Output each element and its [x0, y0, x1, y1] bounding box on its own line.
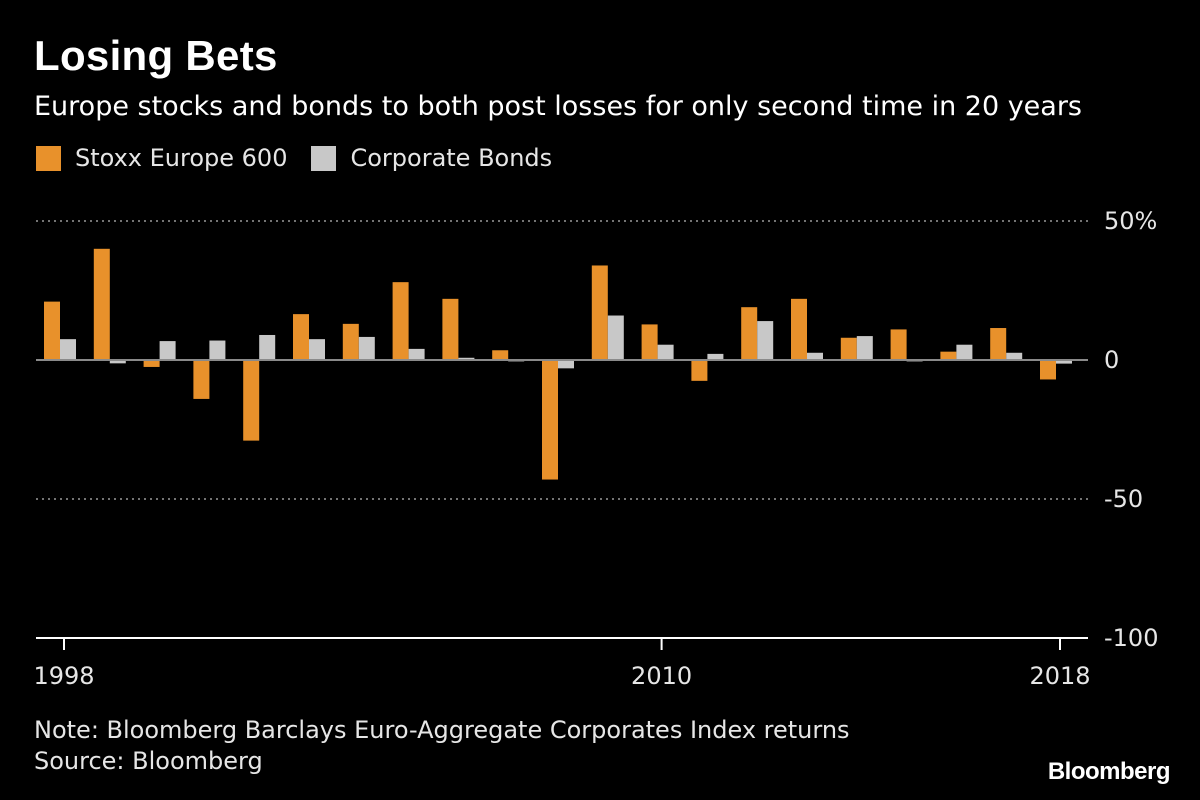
legend-item-stoxx[interactable]: Stoxx Europe 600 — [36, 144, 287, 172]
bar-stoxx — [44, 301, 60, 360]
bar-bonds — [209, 340, 226, 360]
bar-stoxx — [940, 351, 957, 360]
bar-bonds — [956, 344, 973, 360]
bar-stoxx — [691, 360, 708, 381]
bar-bonds — [458, 357, 475, 360]
y-tick-label: 50% — [1104, 207, 1157, 235]
bar-bonds — [60, 339, 76, 360]
y-tick-label: -50 — [1104, 485, 1143, 513]
bloomberg-logo: Bloomberg — [1047, 758, 1171, 785]
chart-subtitle: Europe stocks and bonds to both post los… — [34, 91, 1083, 122]
bar-stoxx — [492, 350, 509, 360]
legend-item-bonds[interactable]: Corporate Bonds — [311, 144, 552, 172]
legend-swatch-bonds — [311, 145, 337, 171]
bar-stoxx — [840, 337, 857, 360]
bar-stoxx — [1040, 360, 1056, 380]
bar-bonds — [109, 360, 126, 364]
bar-stoxx — [293, 314, 309, 360]
bar-stoxx — [143, 360, 160, 367]
bar-stoxx — [442, 298, 459, 360]
chart-notes: Note: Bloomberg Barclays Euro-Aggregate … — [34, 715, 850, 777]
bar-bonds — [309, 339, 325, 360]
chart-title: Losing Bets — [34, 32, 278, 79]
bar-bonds — [707, 353, 724, 360]
bar-bonds — [558, 360, 574, 369]
x-tick-label: 2010 — [631, 662, 692, 690]
bar-stoxx — [591, 265, 608, 360]
legend-swatch-stoxx — [36, 145, 61, 171]
bar-bonds — [259, 334, 276, 360]
bar-bonds — [856, 336, 873, 360]
y-tick-label: 0 — [1104, 346, 1119, 374]
bar-stoxx — [741, 307, 758, 360]
bar-bonds — [358, 336, 375, 360]
legend-label-stoxx: Stoxx Europe 600 — [75, 144, 288, 172]
bar-bonds — [1056, 360, 1072, 364]
bar-stoxx — [542, 360, 558, 480]
bar-bonds — [657, 344, 674, 360]
legend-label-bonds: Corporate Bonds — [350, 144, 553, 172]
bar-bonds — [807, 352, 823, 360]
bar-stoxx — [791, 298, 807, 360]
bar-stoxx — [990, 328, 1007, 360]
y-tick-label: -100 — [1104, 624, 1158, 652]
bar-stoxx — [641, 324, 658, 360]
bar-stoxx — [93, 248, 110, 360]
note-text: Note: Bloomberg Barclays Euro-Aggregate … — [34, 716, 850, 744]
x-tick-label: 2018 — [1029, 662, 1090, 690]
bar-stoxx — [243, 360, 260, 441]
bar-stoxx — [193, 360, 210, 399]
x-tick-label: 1998 — [33, 662, 94, 690]
bar-bonds — [607, 315, 624, 360]
legend: Stoxx Europe 600 Corporate Bonds — [36, 144, 576, 172]
bar-bonds — [1006, 352, 1023, 360]
bar-stoxx — [890, 329, 907, 360]
bar-stoxx — [392, 282, 409, 360]
bar-stoxx — [342, 323, 359, 360]
bar-bonds — [408, 348, 425, 360]
bar-bonds — [159, 341, 176, 360]
bar-bonds — [757, 321, 774, 360]
source-text: Source: Bloomberg — [34, 747, 263, 775]
